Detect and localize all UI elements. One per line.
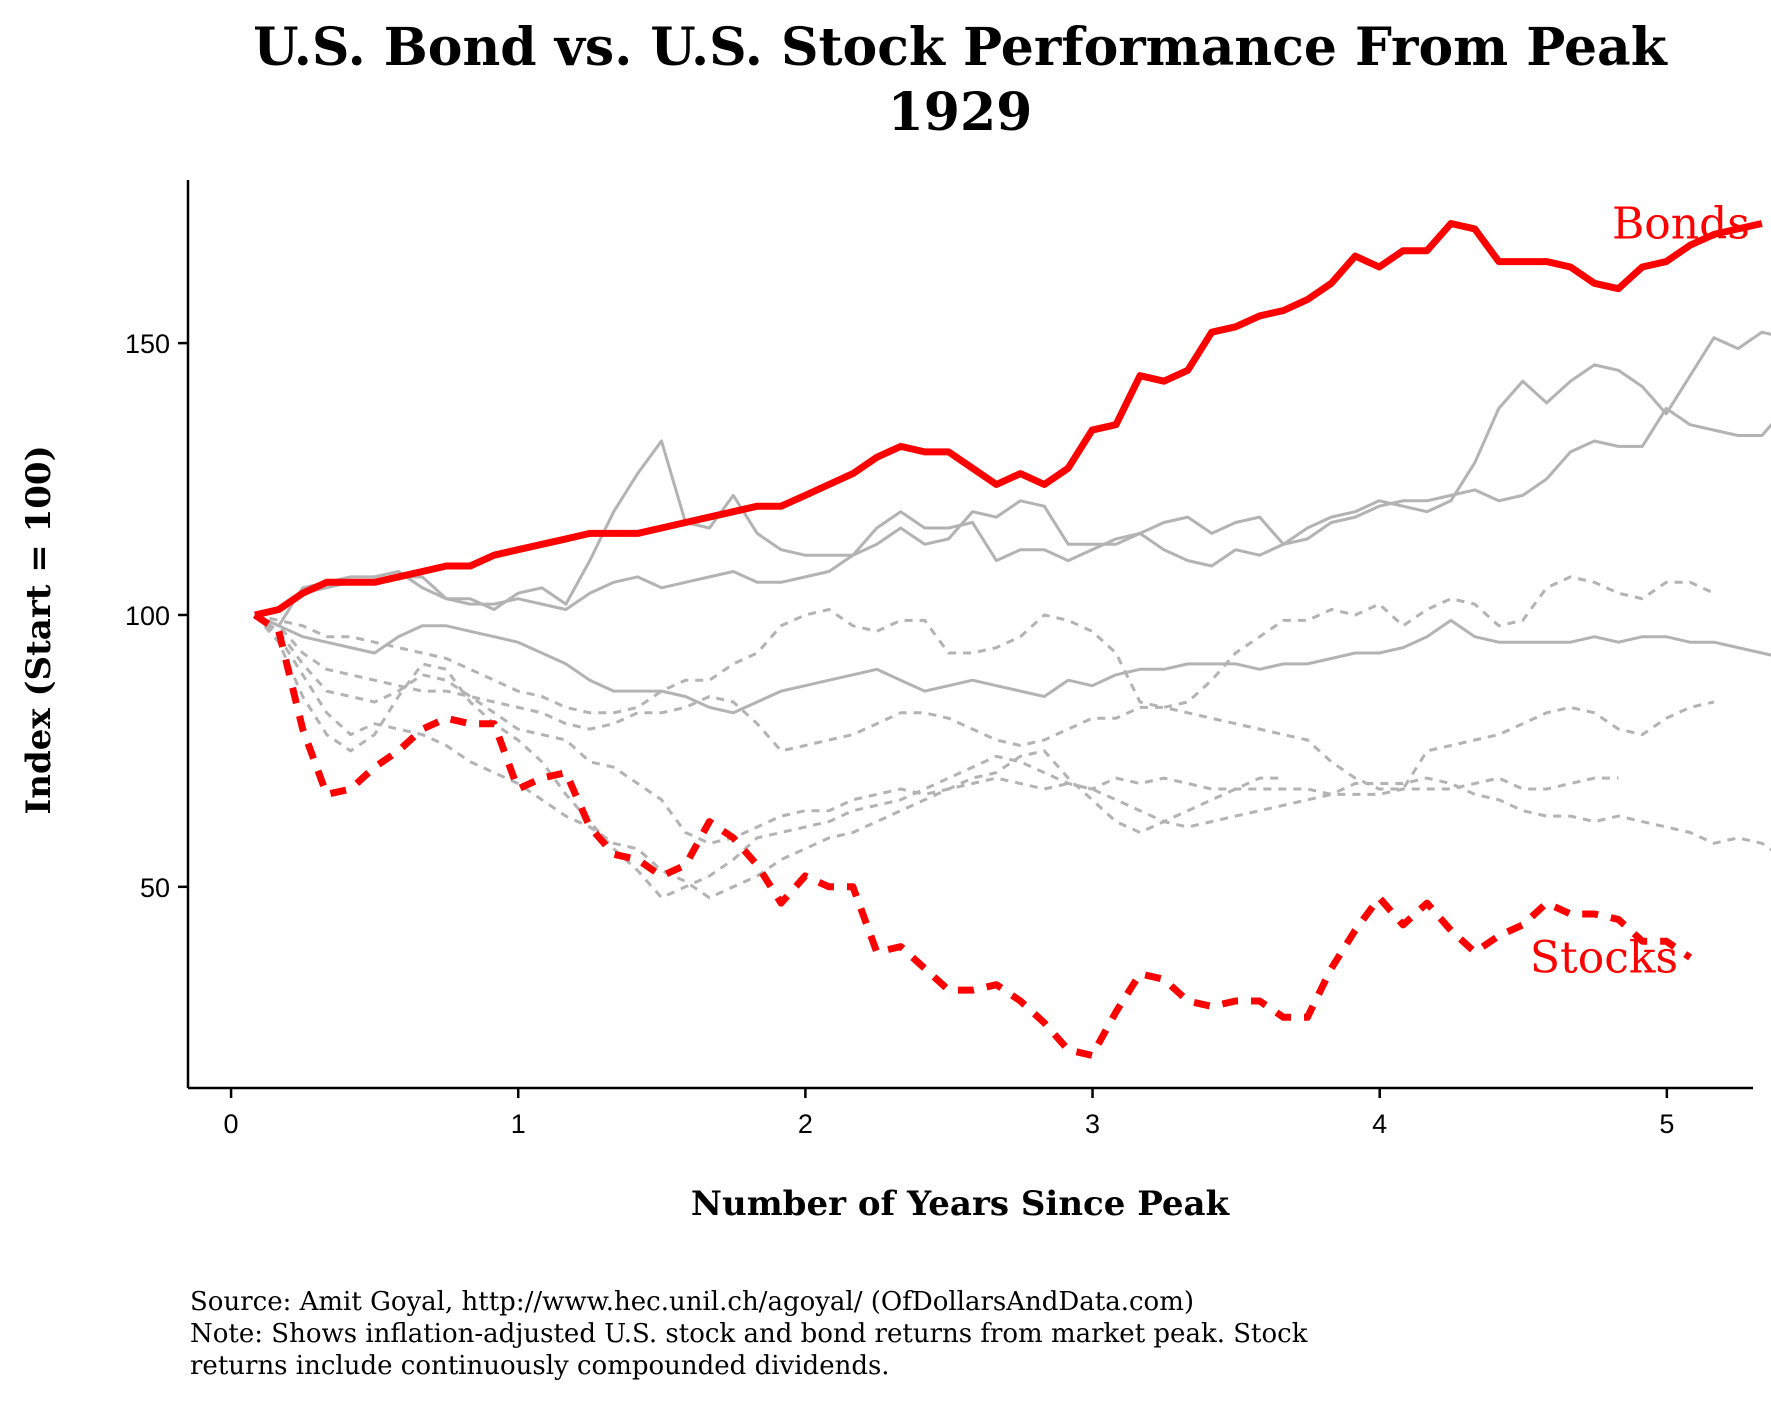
chart-title-line-1: U.S. Bond vs. U.S. Stock Performance Fro… bbox=[253, 17, 1668, 78]
y-tick-label: 150 bbox=[125, 329, 170, 359]
x-tick-label: 1 bbox=[511, 1109, 526, 1139]
background-stock-line bbox=[253, 614, 1619, 900]
x-axis-ticks: 0 1 2 3 4 5 bbox=[224, 1088, 1674, 1139]
x-tick-label: 2 bbox=[798, 1109, 813, 1139]
stocks-line bbox=[252, 612, 1693, 1059]
background-stock-line bbox=[254, 613, 1771, 852]
y-axis-ticks: 50 100 150 bbox=[125, 329, 188, 903]
bonds-label: Bonds bbox=[1612, 198, 1750, 249]
source-note-line-1: Source: Amit Goyal, http://www.hec.unil.… bbox=[190, 1287, 1194, 1317]
y-axis-title: Index (Start = 100) bbox=[19, 445, 59, 814]
highlight-series-group bbox=[252, 220, 1763, 1059]
series-labels: Bonds Stocks bbox=[1530, 198, 1750, 983]
background-series-group bbox=[253, 330, 1771, 900]
background-bond-line bbox=[254, 330, 1771, 628]
x-tick-label: 4 bbox=[1372, 1109, 1387, 1139]
background-bond-line bbox=[254, 406, 1771, 617]
y-tick-label: 100 bbox=[125, 601, 170, 631]
bonds-line bbox=[254, 220, 1763, 619]
x-tick-label: 0 bbox=[224, 1109, 239, 1139]
axes: 0 1 2 3 4 5 50 100 150 bbox=[125, 180, 1753, 1139]
background-stock-line bbox=[253, 613, 1284, 900]
source-note-line-3: returns include continuously compounded … bbox=[190, 1351, 890, 1381]
x-tick-label: 5 bbox=[1659, 1109, 1674, 1139]
source-note-line-2: Note: Shows inflation-adjusted U.S. stoc… bbox=[190, 1319, 1308, 1349]
stocks-label: Stocks bbox=[1530, 933, 1678, 984]
background-stock-line bbox=[254, 575, 1715, 715]
x-tick-label: 3 bbox=[1085, 1109, 1100, 1139]
plot-area: Bonds Stocks bbox=[252, 198, 1771, 1059]
y-tick-label: 50 bbox=[140, 873, 170, 903]
x-axis-title: Number of Years Since Peak bbox=[691, 1184, 1231, 1224]
chart-title-line-2: 1929 bbox=[888, 82, 1033, 143]
background-bond-line bbox=[254, 613, 1771, 715]
